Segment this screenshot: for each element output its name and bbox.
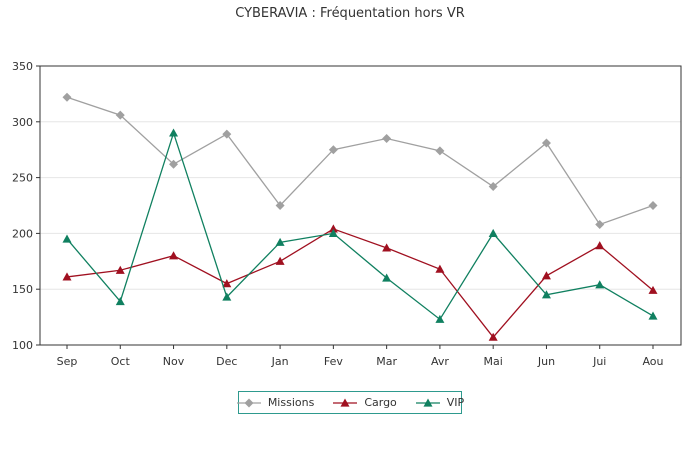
data-point: [488, 182, 498, 192]
series-lines: [62, 92, 658, 341]
data-point: [541, 271, 551, 280]
data-point: [275, 201, 285, 210]
data-point: [328, 224, 338, 233]
x-tick-label: Sep: [57, 355, 78, 368]
data-point: [435, 146, 445, 156]
data-point: [275, 256, 285, 265]
data-point: [62, 272, 72, 281]
y-tick-label: 200: [12, 227, 33, 240]
x-tick-label: Mai: [484, 355, 503, 368]
chart-title: CYBERAVIA : Fréquentation hors VR: [235, 6, 465, 21]
y-tick-label: 150: [12, 283, 33, 296]
data-point: [595, 241, 605, 250]
data-point: [328, 145, 338, 155]
data-point: [435, 264, 445, 273]
data-point: [275, 237, 285, 246]
x-tick-label: Oct: [111, 355, 131, 368]
legend-label: VIP: [446, 396, 465, 409]
data-point: [595, 219, 605, 229]
series-line: [66, 130, 654, 321]
y-tick-label: 100: [12, 339, 33, 352]
data-point: [648, 201, 658, 210]
data-point: [222, 129, 232, 139]
data-point: [115, 265, 125, 274]
x-tick-label: Mar: [376, 355, 397, 368]
data-point: [382, 243, 392, 252]
y-tick-label: 350: [12, 60, 33, 73]
data-point: [648, 311, 658, 320]
data-point: [541, 138, 551, 148]
x-tick-label: Jui: [592, 355, 606, 368]
plot-frame: [39, 65, 682, 346]
chart-legend: Missions Cargo VIP: [236, 391, 464, 414]
data-point: [595, 280, 605, 289]
series-line: [66, 228, 654, 339]
data-point: [488, 332, 498, 341]
legend-item-vip: VIP: [415, 396, 464, 409]
axes: 100 150 200 250 300 350 Sep Oct Nov Dec Jan Fev Mar A…: [12, 60, 682, 368]
x-tick-label: Aou: [642, 355, 663, 368]
y-tick-label: 300: [12, 116, 33, 129]
data-point: [115, 110, 125, 120]
data-point: [62, 234, 72, 243]
legend-item-missions: Missions: [236, 396, 315, 409]
data-point: [328, 228, 338, 237]
legend-swatch: [236, 398, 261, 407]
legend-label: Missions: [267, 396, 315, 409]
x-tick-label: Nov: [163, 355, 185, 368]
series-line: [66, 96, 654, 226]
data-point: [169, 159, 179, 169]
x-tick-label: Avr: [431, 355, 449, 368]
data-point: [382, 134, 392, 144]
data-point: [382, 273, 392, 282]
x-tick-label: Fev: [324, 355, 343, 368]
legend-item-cargo: Cargo: [332, 396, 397, 409]
x-tick-label: Jun: [537, 355, 555, 368]
series-missions: [62, 92, 658, 229]
legend-swatch: [333, 398, 358, 407]
y-tick-label: 250: [12, 172, 33, 185]
data-point: [169, 128, 179, 137]
data-point: [169, 251, 179, 260]
data-point: [488, 228, 498, 237]
x-tick-label: Dec: [216, 355, 237, 368]
data-point: [648, 285, 658, 294]
x-tick-label: Jan: [271, 355, 289, 368]
data-point: [435, 314, 445, 323]
data-point: [62, 92, 72, 102]
data-point: [222, 292, 232, 301]
data-point: [222, 279, 232, 288]
data-point: [541, 290, 551, 299]
legend-swatch: [415, 398, 440, 407]
data-point: [115, 296, 125, 306]
series-vip: [62, 128, 658, 323]
grid-lines: [40, 121, 681, 290]
series-cargo: [62, 224, 658, 341]
legend-label: Cargo: [364, 396, 397, 409]
